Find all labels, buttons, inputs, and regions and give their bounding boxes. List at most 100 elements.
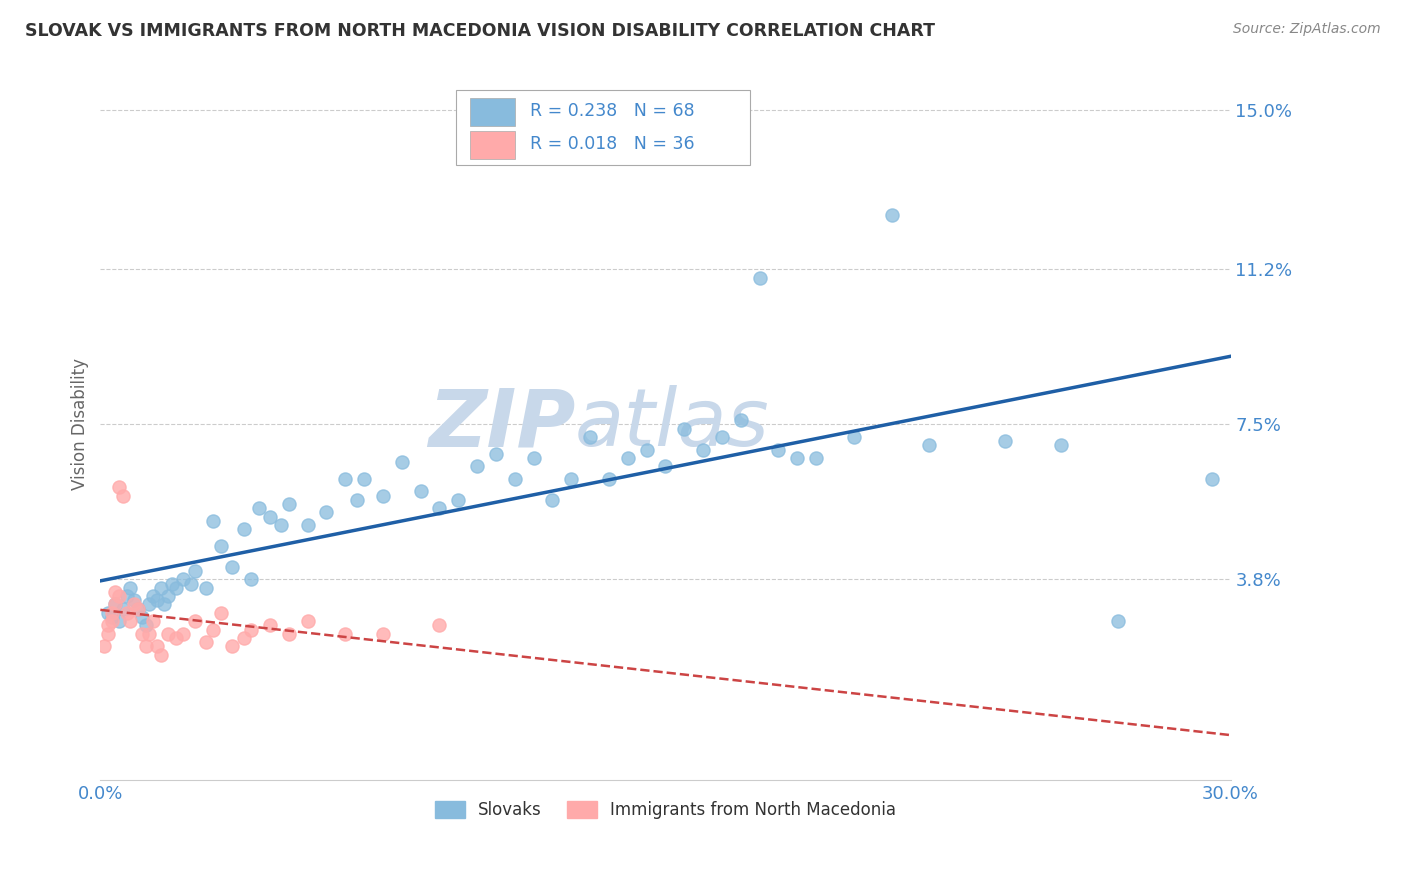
Point xyxy=(465,459,488,474)
Legend: Slovaks, Immigrants from North Macedonia: Slovaks, Immigrants from North Macedonia xyxy=(427,794,903,825)
Point xyxy=(202,623,225,637)
Point xyxy=(429,501,451,516)
Point xyxy=(180,576,202,591)
Point xyxy=(429,618,451,632)
Point xyxy=(270,517,292,532)
Point xyxy=(194,581,217,595)
Point xyxy=(165,631,187,645)
Point xyxy=(240,623,263,637)
Point xyxy=(131,626,153,640)
Point xyxy=(880,208,903,222)
Point xyxy=(138,626,160,640)
Point xyxy=(391,455,413,469)
Point xyxy=(100,610,122,624)
Text: R = 0.018   N = 36: R = 0.018 N = 36 xyxy=(530,135,695,153)
Point xyxy=(157,626,180,640)
Point xyxy=(232,631,254,645)
Point xyxy=(636,442,658,457)
Point xyxy=(183,614,205,628)
Point xyxy=(108,614,131,628)
Point xyxy=(523,450,546,465)
Point xyxy=(202,514,225,528)
Point xyxy=(579,430,602,444)
Point xyxy=(142,614,165,628)
Point xyxy=(842,430,865,444)
Point xyxy=(115,589,138,603)
Point xyxy=(153,598,176,612)
FancyBboxPatch shape xyxy=(457,90,751,165)
Point xyxy=(768,442,790,457)
Point xyxy=(97,618,120,632)
Point xyxy=(194,635,217,649)
Point xyxy=(748,271,770,285)
Point xyxy=(447,492,470,507)
Point xyxy=(221,559,243,574)
Point xyxy=(335,626,357,640)
Point xyxy=(122,598,145,612)
Point xyxy=(131,610,153,624)
Point xyxy=(108,589,131,603)
Point xyxy=(315,505,337,519)
FancyBboxPatch shape xyxy=(470,98,515,127)
Point xyxy=(111,601,134,615)
Point xyxy=(127,601,149,615)
Point xyxy=(100,614,122,628)
Point xyxy=(503,472,526,486)
Point xyxy=(1201,472,1223,486)
Y-axis label: Vision Disability: Vision Disability xyxy=(72,359,89,491)
Point xyxy=(120,614,142,628)
Point xyxy=(598,472,620,486)
Point xyxy=(993,434,1015,449)
Point xyxy=(93,640,115,654)
Point xyxy=(346,492,368,507)
Point xyxy=(804,450,827,465)
Point xyxy=(127,601,149,615)
Point xyxy=(240,572,263,586)
Text: R = 0.238   N = 68: R = 0.238 N = 68 xyxy=(530,102,695,120)
Point xyxy=(160,576,183,591)
Point xyxy=(232,522,254,536)
Point xyxy=(183,564,205,578)
Point xyxy=(221,640,243,654)
Point xyxy=(149,648,172,662)
Point xyxy=(277,497,299,511)
Point xyxy=(138,598,160,612)
Point xyxy=(297,614,319,628)
Point xyxy=(135,618,157,632)
Point xyxy=(297,517,319,532)
Point xyxy=(100,606,122,620)
Point xyxy=(120,581,142,595)
Point xyxy=(122,593,145,607)
Point xyxy=(711,430,734,444)
Point xyxy=(692,442,714,457)
Point xyxy=(673,421,696,435)
Point xyxy=(371,489,394,503)
Point xyxy=(146,640,169,654)
Point xyxy=(104,585,127,599)
Text: atlas: atlas xyxy=(575,385,770,464)
FancyBboxPatch shape xyxy=(470,131,515,160)
Point xyxy=(165,581,187,595)
Point xyxy=(172,626,194,640)
Point xyxy=(277,626,299,640)
Point xyxy=(104,598,127,612)
Point xyxy=(108,480,131,494)
Point xyxy=(259,509,281,524)
Point xyxy=(135,640,157,654)
Point xyxy=(172,572,194,586)
Point xyxy=(209,539,232,553)
Point xyxy=(541,492,564,507)
Point xyxy=(918,438,941,452)
Point xyxy=(335,472,357,486)
Point xyxy=(259,618,281,632)
Point xyxy=(485,447,508,461)
Point xyxy=(560,472,582,486)
Point xyxy=(409,484,432,499)
Point xyxy=(617,450,640,465)
Point xyxy=(247,501,270,516)
Point xyxy=(111,489,134,503)
Point xyxy=(97,606,120,620)
Text: ZIP: ZIP xyxy=(427,385,575,464)
Text: Source: ZipAtlas.com: Source: ZipAtlas.com xyxy=(1233,22,1381,37)
Point xyxy=(104,598,127,612)
